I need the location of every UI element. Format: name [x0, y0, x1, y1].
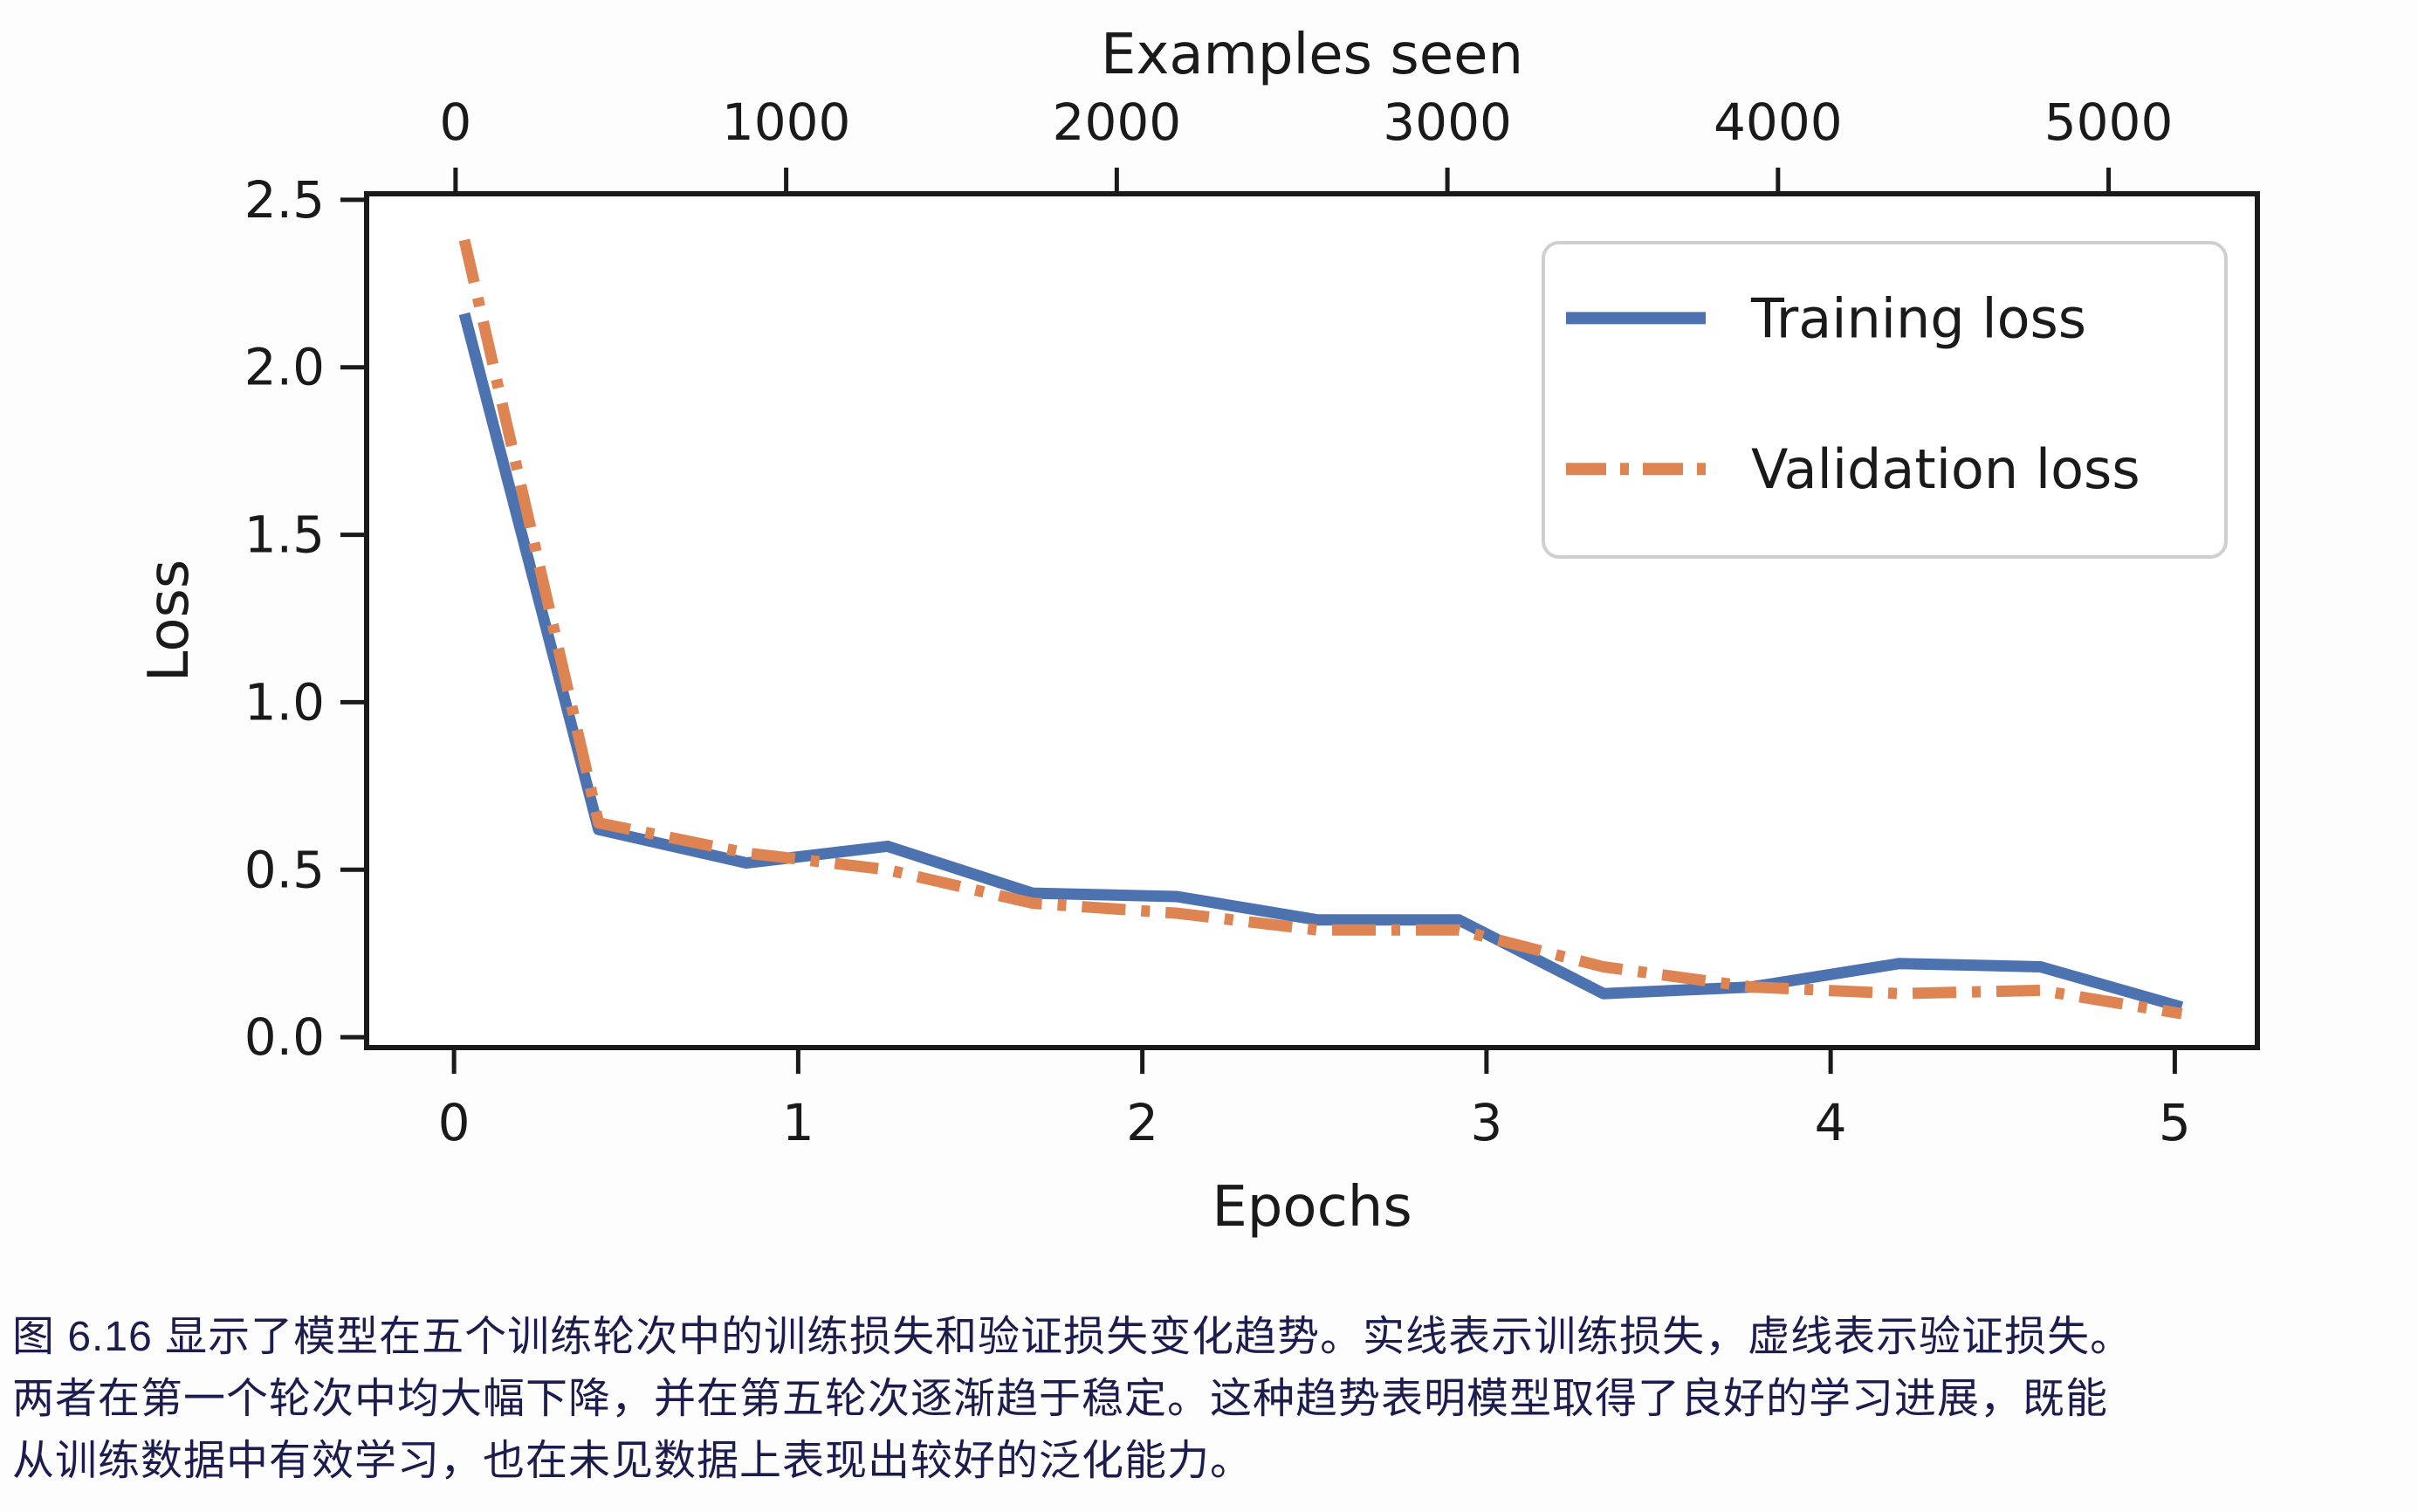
- y-tick-label: 0.5: [244, 840, 325, 899]
- top-x-tick-label: 3000: [1383, 93, 1512, 152]
- x-axis-bottom: 0 1 2 3 4 5 Epochs: [438, 1048, 2191, 1240]
- x-tick-label: 3: [1470, 1093, 1502, 1152]
- y-tick-label: 1.0: [244, 672, 325, 732]
- top-x-tick-label: 0: [439, 93, 471, 152]
- caption-line-3: 从训练数据中有效学习，也在未见数据上表现出较好的泛化能力。: [12, 1438, 1254, 1484]
- legend-box: [1542, 241, 2228, 559]
- y-tick-label: 0.0: [244, 1007, 325, 1067]
- x-tick-label: 0: [438, 1093, 471, 1152]
- x-tick-label: 1: [782, 1093, 814, 1152]
- figure-caption: 图 6.16 显示了模型在五个训练轮次中的训练损失和验证损失变化趋势。实线表示训…: [12, 1306, 2411, 1492]
- top-x-tick-label: 5000: [2044, 93, 2174, 152]
- caption-line-1: 图 6.16 显示了模型在五个训练轮次中的训练损失和验证损失变化趋势。实线表示训…: [12, 1314, 2133, 1360]
- loss-chart: 0 1 2 3 4 5 Epochs 0 1000 2000 3000 4000 5000 Example…: [137, 23, 2260, 1240]
- top-x-axis-title: Examples seen: [1101, 23, 1523, 87]
- y-tick-label: 2.0: [244, 338, 325, 397]
- top-x-tick-label: 2000: [1053, 93, 1182, 152]
- legend-training-label: Training loss: [1750, 286, 2086, 350]
- x-axis-top: 0 1000 2000 3000 4000 5000 Examples seen: [439, 23, 2173, 194]
- y-tick-label: 1.5: [244, 505, 325, 565]
- x-axis-title: Epochs: [1212, 1175, 1412, 1240]
- x-tick-label: 5: [2159, 1093, 2191, 1152]
- y-axis-title: Loss: [137, 560, 202, 682]
- training-loss-line: [458, 312, 2184, 1013]
- legend: Training loss Validation loss: [1542, 241, 2228, 559]
- y-axis: 0.0 0.5 1.0 1.5 2.0 2.5 Loss: [137, 170, 367, 1067]
- loss-chart-figure: 0 1 2 3 4 5 Epochs 0 1000 2000 3000 4000 5000 Example…: [137, 23, 2260, 1240]
- y-tick-label: 2.5: [244, 170, 325, 230]
- legend-validation-label: Validation loss: [1751, 437, 2140, 501]
- x-tick-label: 4: [1815, 1093, 1847, 1152]
- x-tick-label: 2: [1126, 1093, 1158, 1152]
- caption-line-2: 两者在第一个轮次中均大幅下降，并在第五轮次逐渐趋于稳定。这种趋势表明模型取得了良…: [12, 1376, 2109, 1422]
- top-x-tick-label: 4000: [1714, 93, 1843, 152]
- top-x-tick-label: 1000: [722, 93, 851, 152]
